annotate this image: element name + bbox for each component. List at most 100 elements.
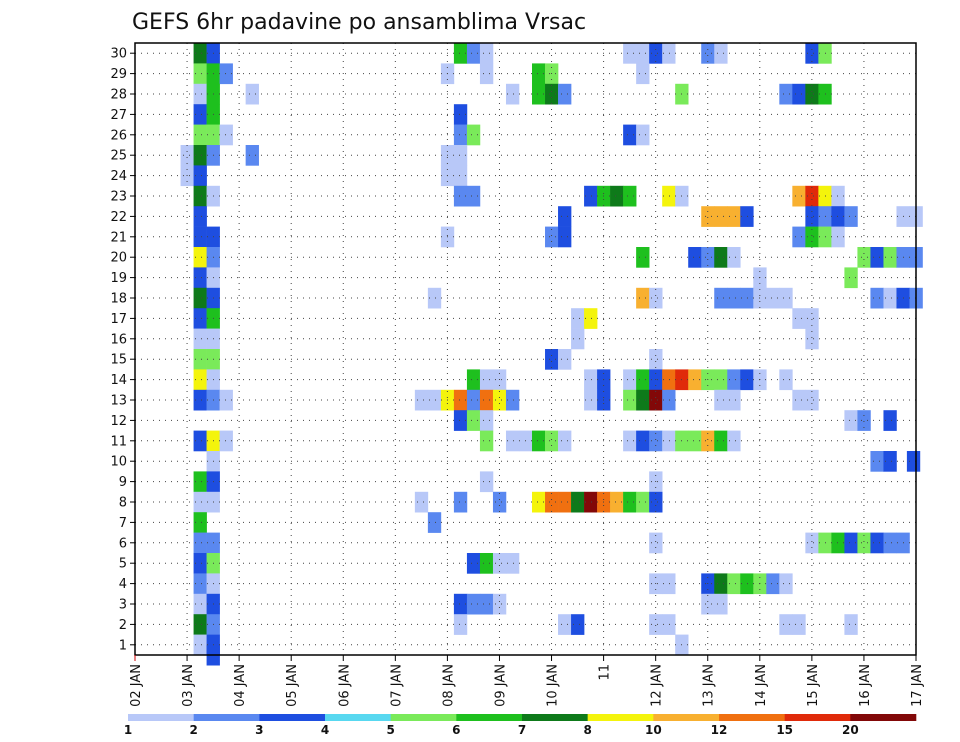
gridlines <box>135 43 916 655</box>
colorbar-label: 20 <box>842 723 859 737</box>
heatmap-cell <box>623 185 637 207</box>
heatmap-cell <box>453 185 468 207</box>
heatmap-cell <box>740 573 754 595</box>
x-tick-label: 15 JAN <box>806 664 821 707</box>
heatmap-cells <box>180 43 923 666</box>
y-tick-label: 24 <box>110 169 127 184</box>
heatmap-cell <box>805 226 819 248</box>
heatmap-cell <box>466 43 481 64</box>
heatmap-cell <box>766 287 780 309</box>
heatmap-cell <box>492 553 507 574</box>
heatmap-cell <box>479 369 494 391</box>
heatmap-cell <box>492 389 507 411</box>
x-axis: 02 JAN 03 JAN 04 JAN 05 JAN 06 JAN 07 JAN 08 J… <box>129 655 925 707</box>
x-tick-label: 16 JAN <box>858 664 873 707</box>
heatmap-cell <box>558 491 572 513</box>
heatmap-cell <box>571 491 585 513</box>
y-tick-label: 2 <box>119 618 127 633</box>
heatmap-cell <box>779 369 793 391</box>
heatmap-cell <box>870 451 884 472</box>
heatmap-cell <box>466 553 481 574</box>
heatmap-cell <box>558 349 572 370</box>
heatmap-cell <box>193 491 207 513</box>
heatmap-cell <box>701 206 715 227</box>
heatmap-cell <box>193 185 207 207</box>
colorbar-label: 6 <box>452 723 460 737</box>
heatmap-cell <box>453 389 468 411</box>
heatmap-cell <box>701 593 715 615</box>
x-tick-label: 11 <box>598 664 613 681</box>
colorbar-swatch <box>784 714 851 721</box>
heatmap-cell <box>844 614 858 635</box>
heatmap-cell <box>584 308 598 329</box>
heatmap-cell <box>193 63 207 85</box>
heatmap-cell <box>193 389 207 411</box>
heatmap-cell <box>805 389 819 411</box>
heatmap-cell <box>545 226 559 248</box>
heatmap-cell <box>245 145 259 166</box>
heatmap-cell <box>558 226 572 248</box>
x-tick-label: 04 JAN <box>233 664 248 707</box>
heatmap-cell <box>844 410 858 431</box>
x-tick-label: 07 JAN <box>389 664 404 707</box>
heatmap-cell <box>453 614 468 635</box>
heatmap-cell <box>649 389 663 411</box>
heatmap-cell <box>831 206 845 227</box>
x-tick-label: 13 JAN <box>702 664 717 707</box>
heatmap-cell <box>545 430 559 452</box>
heatmap-cell <box>636 63 650 85</box>
heatmap-cell <box>414 389 429 411</box>
heatmap-cell <box>883 247 897 268</box>
heatmap-cell <box>466 389 481 411</box>
heatmap-cell <box>662 430 676 452</box>
heatmap-cell <box>688 369 702 391</box>
heatmap-cell <box>193 614 207 635</box>
heatmap-cell <box>623 124 637 146</box>
heatmap-cell <box>532 63 546 85</box>
y-tick-label: 18 <box>110 292 127 307</box>
y-tick-label: 19 <box>110 271 127 286</box>
heatmap-cell <box>505 430 520 452</box>
colorbar-legend: 1 2 3 4 5 6 7 8 10 12 15 20 <box>124 714 917 737</box>
heatmap-cell <box>532 83 546 105</box>
heatmap-cell <box>883 451 897 472</box>
y-tick-label: 7 <box>119 516 127 531</box>
heatmap-cell <box>453 165 468 187</box>
heatmap-cell <box>453 43 468 64</box>
y-tick-label: 10 <box>110 455 127 470</box>
y-tick-label: 25 <box>110 149 127 164</box>
heatmap-cell <box>453 145 468 166</box>
heatmap-cell <box>453 124 468 146</box>
y-tick-label: 22 <box>110 210 127 225</box>
heatmap-cell <box>466 185 481 207</box>
heatmap-cell <box>193 430 207 452</box>
y-tick-label: 3 <box>119 598 127 613</box>
y-tick-label: 4 <box>119 577 127 592</box>
colorbar-label: 2 <box>189 723 197 737</box>
heatmap-cell <box>740 287 754 309</box>
heatmap-cell <box>193 593 207 615</box>
heatmap-cell <box>649 491 663 513</box>
heatmap-cell <box>453 104 468 125</box>
heatmap-cell <box>558 614 572 635</box>
heatmap-cell <box>662 614 676 635</box>
colorbar-label: 3 <box>255 723 263 737</box>
heatmap-cell <box>805 532 819 554</box>
heatmap-cell <box>571 614 585 635</box>
y-tick-label: 17 <box>110 312 127 327</box>
colorbar-swatch <box>390 714 457 721</box>
y-tick-label: 14 <box>110 373 127 388</box>
heatmap-cell <box>792 389 806 411</box>
y-tick-label: 28 <box>110 88 127 103</box>
heatmap-cell <box>727 430 741 452</box>
heatmap-cell <box>714 389 728 411</box>
heatmap-cell <box>844 267 858 289</box>
x-tick-label: 03 JAN <box>181 664 196 707</box>
heatmap-cell <box>193 573 207 595</box>
y-axis: 1234567891011121314151617181920212223242… <box>110 47 135 653</box>
heatmap-cell <box>714 573 728 595</box>
heatmap-cell <box>662 369 676 391</box>
colorbar-swatch <box>193 714 260 721</box>
heatmap-cell <box>844 206 858 227</box>
heatmap-cell <box>792 83 806 105</box>
